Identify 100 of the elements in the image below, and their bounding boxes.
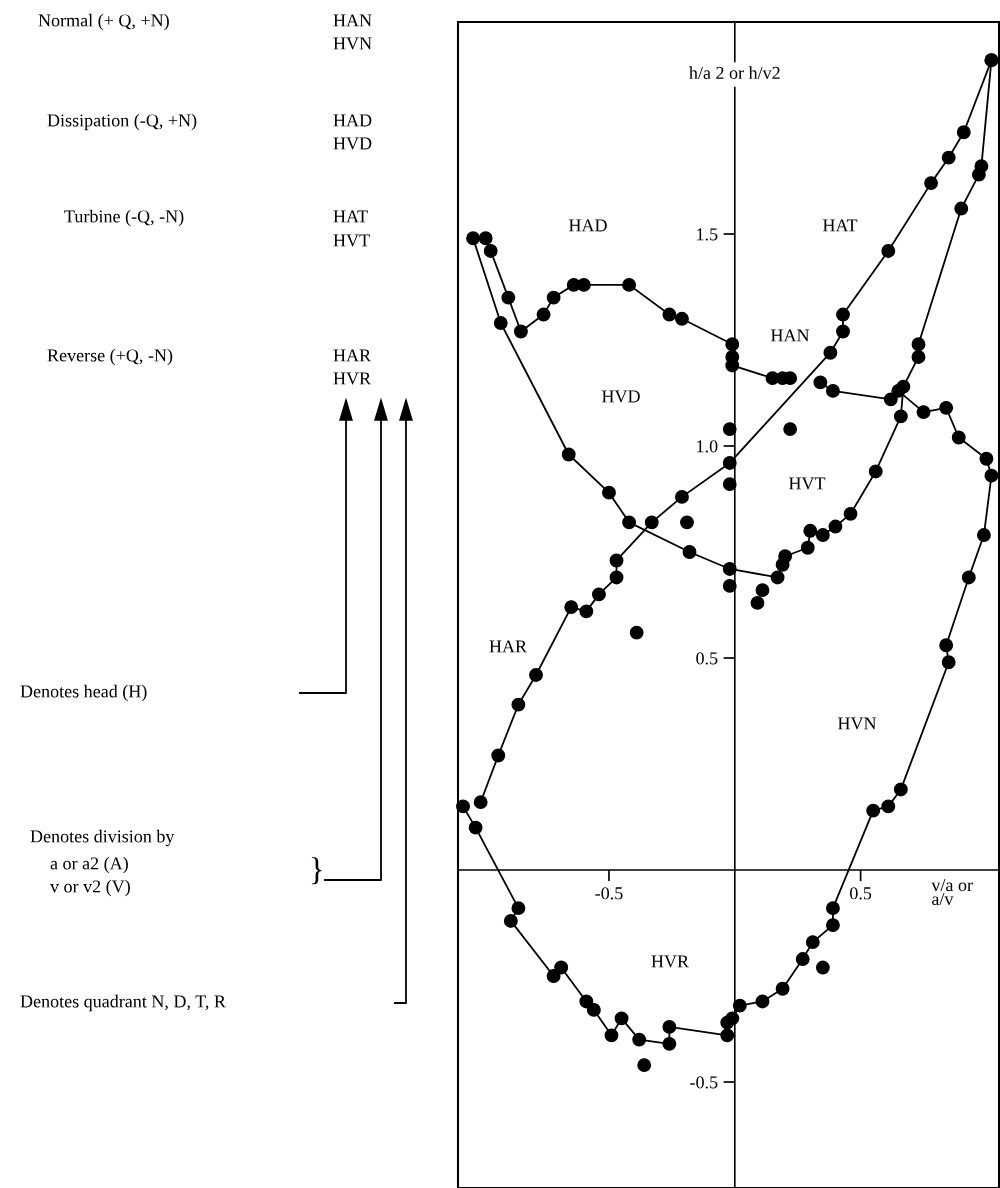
point bbox=[795, 952, 810, 966]
point bbox=[939, 400, 954, 415]
point bbox=[682, 545, 697, 559]
point bbox=[893, 782, 908, 797]
point bbox=[483, 244, 498, 258]
point bbox=[939, 638, 954, 653]
point bbox=[511, 901, 526, 916]
text: HAT bbox=[333, 210, 368, 223]
y-axis-title: h/a 2 or h/v2 bbox=[689, 66, 780, 79]
point bbox=[750, 595, 765, 610]
annotation: HAN bbox=[770, 329, 810, 342]
point bbox=[783, 422, 798, 436]
y-tick-label: 1.0 bbox=[697, 440, 718, 453]
point bbox=[602, 485, 616, 500]
point bbox=[881, 799, 896, 814]
point bbox=[883, 392, 898, 407]
point bbox=[632, 1032, 647, 1047]
point bbox=[466, 231, 481, 246]
point bbox=[976, 528, 991, 542]
point bbox=[825, 383, 840, 398]
annotation: HAR bbox=[489, 640, 528, 653]
point bbox=[503, 913, 518, 928]
point bbox=[586, 1002, 601, 1017]
point bbox=[755, 994, 770, 1009]
annotation: HAT bbox=[822, 219, 858, 232]
point bbox=[770, 570, 785, 585]
point bbox=[815, 960, 830, 975]
point bbox=[680, 515, 694, 530]
point bbox=[836, 324, 850, 339]
y-tick-label: 1.5 bbox=[697, 228, 718, 241]
text: Denotes quadrant N, D, T, R bbox=[20, 994, 226, 1012]
point bbox=[546, 290, 561, 305]
point bbox=[622, 277, 637, 292]
text: HVD bbox=[333, 137, 372, 150]
text: } bbox=[311, 857, 322, 885]
point bbox=[881, 244, 896, 258]
point bbox=[954, 201, 969, 216]
point bbox=[778, 549, 793, 564]
point bbox=[629, 625, 644, 640]
point bbox=[644, 515, 659, 530]
point bbox=[513, 324, 528, 339]
point bbox=[805, 935, 820, 950]
point bbox=[868, 464, 883, 479]
point bbox=[974, 159, 989, 174]
point bbox=[662, 307, 677, 322]
point bbox=[675, 489, 689, 504]
point bbox=[911, 337, 926, 352]
point bbox=[825, 918, 840, 933]
annotation: HVN bbox=[837, 717, 877, 730]
point bbox=[866, 803, 881, 818]
point bbox=[722, 579, 737, 593]
annotation: HVR bbox=[651, 955, 690, 968]
annotation: HVT bbox=[788, 477, 826, 490]
point bbox=[951, 430, 966, 445]
point bbox=[609, 553, 624, 568]
point bbox=[775, 981, 790, 996]
point bbox=[622, 515, 637, 530]
point bbox=[911, 350, 926, 364]
point bbox=[916, 405, 931, 420]
point bbox=[961, 570, 976, 585]
point bbox=[511, 697, 526, 712]
text: Denotes division by bbox=[30, 829, 175, 847]
point bbox=[468, 820, 483, 835]
point bbox=[843, 506, 858, 521]
point bbox=[984, 468, 999, 483]
point bbox=[637, 1058, 652, 1072]
point bbox=[579, 604, 594, 619]
y-tick-label: 0.5 bbox=[696, 652, 718, 665]
point bbox=[604, 1028, 619, 1043]
point bbox=[828, 519, 843, 534]
text: Dissipation (-Q, +N) bbox=[47, 113, 197, 131]
text: HVR bbox=[333, 372, 372, 385]
annotation: HAD bbox=[568, 219, 607, 232]
text: Turbine (-Q, -N) bbox=[64, 209, 184, 227]
text: HVT bbox=[333, 234, 370, 247]
annotation: HVD bbox=[601, 390, 640, 403]
point bbox=[813, 375, 828, 390]
point bbox=[564, 600, 579, 615]
text: Reverse (+Q, -N) bbox=[47, 348, 173, 366]
point bbox=[755, 583, 770, 598]
point bbox=[675, 311, 689, 326]
text: Denotes head (H) bbox=[20, 684, 147, 702]
point bbox=[823, 345, 838, 360]
point bbox=[979, 451, 994, 466]
point bbox=[722, 422, 737, 436]
point bbox=[614, 1011, 629, 1026]
x-axis-title: v/a or a/v bbox=[931, 879, 973, 906]
point bbox=[591, 587, 606, 602]
point bbox=[501, 290, 516, 305]
point bbox=[491, 748, 506, 763]
text: v or v2 (V) bbox=[50, 879, 130, 897]
text: Normal (+ Q, +N) bbox=[38, 13, 169, 31]
point bbox=[529, 668, 543, 682]
point bbox=[546, 969, 561, 983]
point bbox=[478, 231, 493, 246]
y-tick-label: -0.5 bbox=[690, 1076, 718, 1089]
point bbox=[456, 799, 470, 814]
point bbox=[554, 960, 569, 975]
point bbox=[536, 307, 551, 322]
point bbox=[836, 307, 850, 322]
